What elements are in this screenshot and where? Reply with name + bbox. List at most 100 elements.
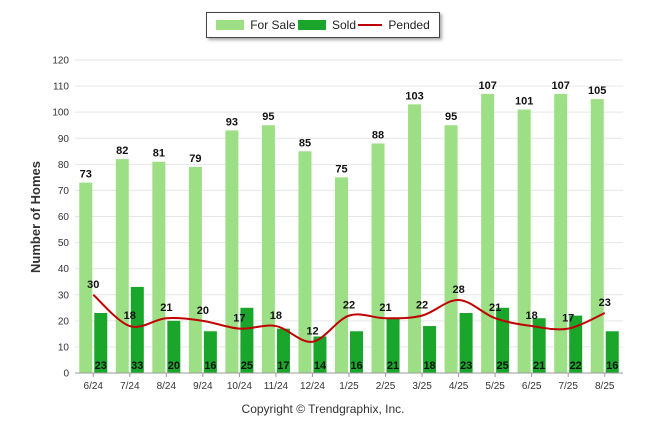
sold-value-label: 33	[131, 360, 143, 372]
sold-value-label: 22	[570, 360, 582, 372]
sold-value-label: 23	[95, 360, 107, 372]
pended-value-label: 21	[379, 302, 391, 314]
y-tick-label: 60	[58, 212, 70, 223]
y-tick-label: 110	[53, 82, 69, 93]
sold-bar	[605, 331, 619, 373]
legend-item-for-sale[interactable]: For Sale	[216, 18, 296, 32]
x-tick-label: 6/25	[522, 381, 542, 392]
sold-value-label: 16	[606, 360, 618, 372]
sold-bar	[276, 328, 290, 373]
for-sale-bar	[444, 125, 458, 373]
y-tick-label: 0	[63, 369, 69, 380]
for-sale-value-label: 105	[588, 85, 606, 97]
sold-bar	[94, 313, 108, 373]
x-tick-label: 7/24	[120, 381, 140, 392]
sold-bar	[167, 320, 181, 373]
y-tick-label: 100	[52, 108, 69, 119]
for-sale-bar	[408, 104, 422, 373]
for-sale-value-label: 79	[189, 153, 201, 165]
for-sale-value-label: 88	[372, 129, 384, 141]
pended-value-label: 17	[233, 313, 245, 325]
for-sale-bar	[188, 166, 202, 373]
for-sale-bar	[371, 143, 385, 373]
y-tick-label: 10	[58, 342, 70, 353]
sold-bar	[313, 336, 327, 373]
sold-bar	[350, 331, 363, 373]
y-tick-label: 70	[58, 186, 70, 197]
for-sale-bar	[79, 182, 93, 373]
legend: For Sale Sold Pended	[206, 12, 440, 38]
x-tick-label: 8/24	[157, 381, 177, 392]
sold-value-label: 16	[350, 360, 362, 372]
for-sale-bar	[517, 109, 531, 373]
pended-value-label: 21	[489, 302, 501, 314]
for-sale-value-label: 73	[80, 169, 92, 181]
for-sale-bar	[554, 93, 568, 374]
legend-label-sold: Sold	[331, 18, 356, 32]
for-sale-value-label: 103	[405, 90, 423, 102]
for-sale-bar	[225, 130, 239, 373]
for-sale-bar	[335, 177, 348, 373]
sold-bar	[423, 326, 437, 373]
sold-value-label: 16	[204, 360, 216, 372]
copyright-text: Copyright © Trendgraphix, Inc.	[241, 402, 405, 416]
for-sale-bar	[298, 151, 312, 373]
pended-value-label: 23	[599, 297, 611, 309]
sold-value-label: 23	[460, 360, 472, 372]
for-sale-value-label: 95	[445, 111, 457, 123]
legend-label-for-sale: For Sale	[250, 18, 296, 32]
x-tick-label: 3/25	[412, 381, 432, 392]
x-tick-label: 9/24	[193, 381, 213, 392]
for-sale-value-label: 107	[552, 80, 570, 92]
x-tick-label: 12/24	[300, 381, 325, 392]
pended-line	[92, 293, 606, 343]
x-axis: 6/24 7/24 8/24 9/24 10/24 11/24 12/24 1/25 2/25 3…	[75, 372, 623, 392]
sold-value-label: 14	[314, 360, 327, 372]
pended-value-label: 12	[306, 326, 318, 338]
x-tick-label: 2/25	[376, 381, 396, 392]
sold-bar	[386, 318, 400, 373]
sold-bar	[130, 286, 144, 373]
x-tick-label: 8/25	[595, 381, 615, 392]
pended-value-label: 17	[562, 313, 574, 325]
pended-value-label: 21	[160, 302, 172, 314]
sold-value-label: 17	[277, 360, 289, 372]
pended-value-label: 28	[452, 284, 464, 296]
for-sale-value-label: 81	[153, 148, 165, 160]
data-labels: 73 23 82 33 81 20 79 16 93 25 95 17 85 14 75 16 88 21 103 1…	[80, 80, 619, 372]
for-sale-bar	[481, 93, 495, 374]
x-tick-label: 6/24	[84, 381, 104, 392]
for-sale-value-label: 75	[335, 163, 347, 175]
for-sale-value-label: 82	[116, 145, 128, 157]
for-sale-value-label: 93	[226, 116, 238, 128]
sold-value-label: 25	[241, 360, 253, 372]
x-tick-label: 5/25	[485, 381, 505, 392]
sold-bar	[203, 331, 217, 373]
pended-value-label: 22	[416, 300, 428, 312]
for-sale-value-label: 95	[262, 111, 274, 123]
x-tick-label: 7/25	[558, 381, 578, 392]
y-axis: 0 10 20 30 40 50 60 70 80 90 100 110 120	[52, 56, 69, 380]
pended-swatch	[358, 24, 383, 26]
pended-value-label: 20	[197, 305, 209, 317]
pended-value-label: 30	[87, 279, 99, 291]
legend-item-sold[interactable]: Sold	[297, 18, 356, 32]
x-tick-label: 4/25	[449, 381, 469, 392]
pended-value-label: 18	[124, 310, 136, 322]
for-sale-bar	[152, 161, 166, 373]
y-axis-title: Number of Homes	[28, 161, 43, 273]
legend-item-pended[interactable]: Pended	[358, 18, 430, 32]
sold-value-label: 21	[387, 360, 399, 372]
for-sale-bar	[115, 159, 129, 373]
sold-value-label: 20	[168, 360, 180, 372]
sold-bar	[496, 307, 510, 373]
y-tick-label: 90	[58, 134, 70, 145]
x-tick-label: 10/24	[227, 381, 252, 392]
sold-value-label: 18	[423, 360, 435, 372]
pended-value-label: 22	[343, 300, 355, 312]
x-tick-label: 1/25	[339, 381, 359, 392]
sold-value-label: 25	[497, 360, 509, 372]
for-sale-value-label: 107	[478, 80, 496, 92]
y-tick-label: 50	[58, 238, 70, 249]
pended-value-label: 18	[526, 310, 538, 322]
